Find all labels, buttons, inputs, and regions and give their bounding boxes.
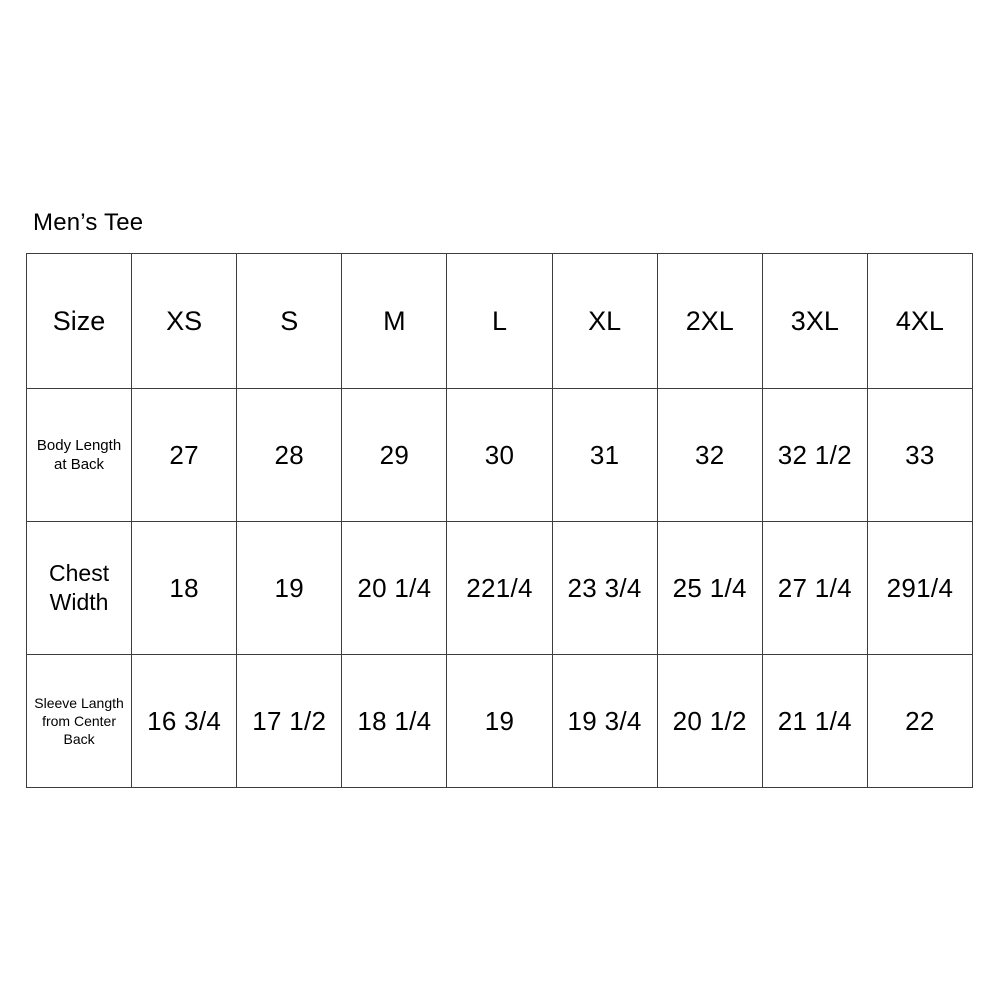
data-cell: 22 <box>866 654 974 788</box>
data-cell: 19 <box>236 521 343 655</box>
data-cell: 17 1/2 <box>236 654 343 788</box>
table-row-chest-width: Chest Width 18 19 20 1/4 221/4 23 3/4 25… <box>25 521 974 655</box>
data-cell: 221/4 <box>446 521 553 655</box>
data-cell: 16 3/4 <box>131 654 238 788</box>
data-cell: 18 1/4 <box>341 654 448 788</box>
row-label-sleeve-length: Sleeve Langth from Center Back <box>25 654 133 788</box>
header-cell-xs: XS <box>131 253 238 389</box>
data-cell: 27 <box>131 388 238 522</box>
page-title: Men’s Tee <box>33 209 144 236</box>
data-cell: 33 <box>866 388 974 522</box>
size-chart-table: Size XS S M L XL 2XL 3XL 4XL Body Length… <box>25 253 974 788</box>
data-cell: 291/4 <box>866 521 974 655</box>
row-label-body-length: Body Length at Back <box>25 388 133 522</box>
data-cell: 23 3/4 <box>551 521 658 655</box>
data-cell: 19 3/4 <box>551 654 658 788</box>
data-cell: 31 <box>551 388 658 522</box>
data-cell: 18 <box>131 521 238 655</box>
data-cell: 32 <box>656 388 763 522</box>
table-row-body-length: Body Length at Back 27 28 29 30 31 32 32… <box>25 388 974 522</box>
data-cell: 20 1/4 <box>341 521 448 655</box>
header-cell-3xl: 3XL <box>761 253 868 389</box>
table-header-row: Size XS S M L XL 2XL 3XL 4XL <box>25 253 974 389</box>
row-label-chest-width: Chest Width <box>25 521 133 655</box>
header-cell-m: M <box>341 253 448 389</box>
header-cell-xl: XL <box>551 253 658 389</box>
header-cell-s: S <box>236 253 343 389</box>
data-cell: 32 1/2 <box>761 388 868 522</box>
data-cell: 19 <box>446 654 553 788</box>
data-cell: 20 1/2 <box>656 654 763 788</box>
header-cell-l: L <box>446 253 553 389</box>
data-cell: 28 <box>236 388 343 522</box>
table-row-sleeve-length: Sleeve Langth from Center Back 16 3/4 17… <box>25 654 974 788</box>
data-cell: 21 1/4 <box>761 654 868 788</box>
data-cell: 30 <box>446 388 553 522</box>
header-cell-2xl: 2XL <box>656 253 763 389</box>
header-cell-size: Size <box>25 253 133 389</box>
header-cell-4xl: 4XL <box>866 253 974 389</box>
data-cell: 27 1/4 <box>761 521 868 655</box>
data-cell: 25 1/4 <box>656 521 763 655</box>
data-cell: 29 <box>341 388 448 522</box>
